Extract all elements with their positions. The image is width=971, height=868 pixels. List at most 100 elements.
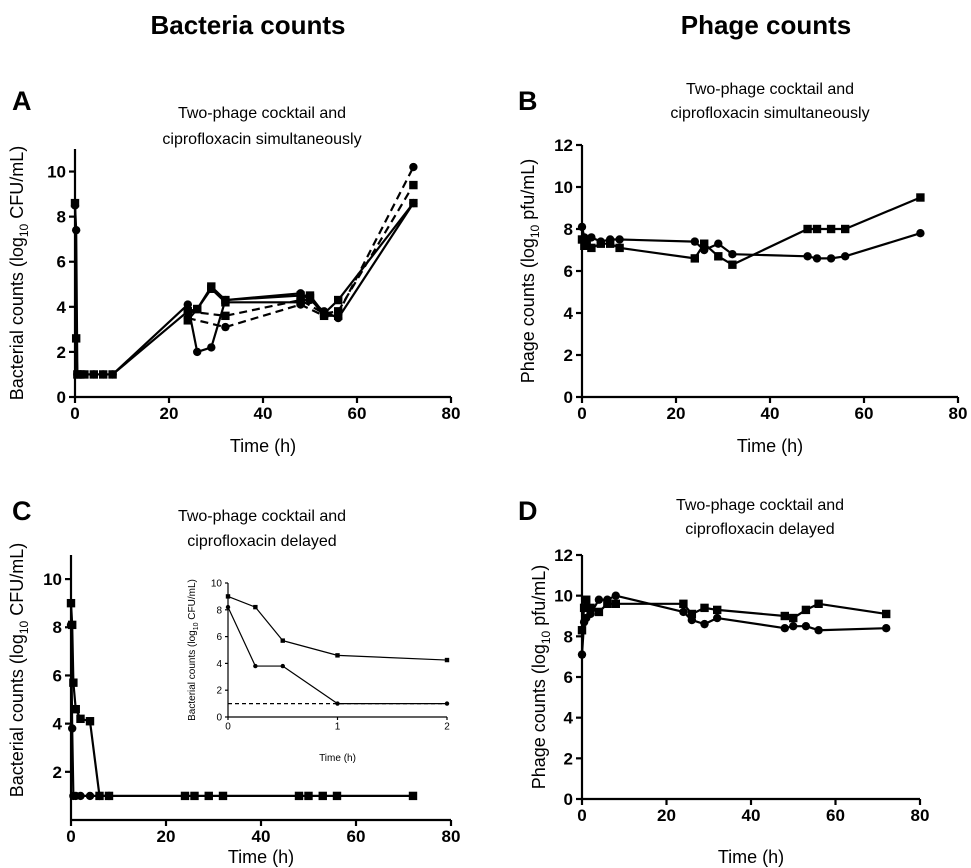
panel-b-series-2-point	[615, 243, 624, 253]
panel-d-series-2-point	[882, 609, 891, 619]
panel-a-y-tick-label: 0	[57, 388, 66, 407]
panel-a-x-tick-label: 20	[160, 404, 179, 423]
panel-b: B Two-phage cocktail and ciprofloxacin sim…	[518, 81, 967, 456]
panel-a-series-3	[183, 284, 343, 325]
panel-d-series-2-point	[594, 607, 604, 617]
panel-a-series-2-line	[73, 202, 415, 376]
panel-d-title-line-2: ciprofloxacin delayed	[685, 521, 834, 538]
panel-c-inset-series-2-point	[280, 663, 285, 669]
panel-c-inset-series-2-point	[253, 663, 258, 669]
panel-c-series-1-point	[69, 678, 78, 687]
panel-c-series-1-point	[408, 791, 418, 801]
panel-a-x-tick-label: 0	[70, 404, 79, 423]
panel-d-series-2-line	[580, 598, 887, 631]
panel-b-x-tick-label: 0	[577, 404, 586, 423]
panel-a-series-2-point	[80, 370, 89, 379]
panel-a-series-5-point	[319, 311, 329, 321]
panel-a-y-axis-label: Bacterial counts (log10 CFU/mL)	[7, 146, 31, 400]
panel-d-title-line-1: Two-phage cocktail and	[676, 497, 844, 514]
heading-bacteria-counts: Bacteria counts	[150, 10, 345, 40]
panel-c-title-line-2: ciprofloxacin delayed	[187, 533, 336, 550]
panel-b-series-1-point	[577, 222, 587, 232]
panel-c-y-tick-label: 4	[53, 715, 63, 734]
panel-a-series-5-line	[187, 166, 415, 329]
panel-d-y-tick-label: 2	[564, 749, 573, 768]
panel-c-inset-series-1	[225, 594, 450, 663]
panel-c-series-2-point	[76, 791, 85, 801]
panel-a-series-2-point	[183, 300, 192, 309]
panel-b-title-line-1: Two-phage cocktail and	[686, 81, 854, 98]
panel-c-series-2-point	[95, 791, 104, 801]
panel-c-series-2-point	[67, 724, 77, 733]
panel-b-series-2-point	[690, 254, 699, 263]
panel-d-series-2-point	[687, 609, 697, 619]
panel-a-series-2-point	[89, 370, 99, 379]
panel-c-letter: C	[12, 496, 32, 526]
panel-c-inset-y-tick-label: 6	[216, 632, 222, 643]
panel-b-series-1-point	[841, 252, 850, 261]
panel-c-inset-x-tick-label: 1	[335, 722, 341, 733]
panel-d-series-2-point	[700, 603, 709, 613]
panel-d-y-tick-label: 6	[564, 668, 573, 687]
panel-d-series-2-point	[586, 603, 595, 613]
panel-b-letter: B	[518, 86, 538, 116]
panel-b-series-2-point	[606, 239, 615, 248]
panel-d: D Two-phage cocktail and ciprofloxacin del…	[518, 496, 929, 867]
panel-c-inset-series-2	[225, 604, 450, 706]
panel-b-series-1-point	[916, 229, 925, 238]
panel-c-series-1-point	[204, 791, 213, 801]
panel-c-x-tick-label: 40	[252, 827, 271, 846]
panel-a-series-5	[183, 162, 418, 332]
panel-b-series-1-point	[714, 239, 723, 248]
panel-d-x-tick-label: 60	[826, 806, 845, 825]
panel-a-series-5-point	[334, 309, 343, 318]
panel-a-y-tick-label: 2	[57, 343, 66, 362]
panel-c-series-2-point	[104, 791, 114, 801]
panel-d-series-2-point	[789, 613, 798, 623]
panel-a-y-tick-label: 6	[57, 253, 66, 272]
panel-a-series-4-point	[221, 311, 230, 321]
panel-b-series-1-point	[690, 237, 699, 246]
panel-d-y-axis-label: Phage counts (log10 pfu/mL)	[529, 565, 553, 790]
panel-d-series-2-point	[801, 605, 811, 615]
panel-a-series-3-line	[186, 287, 339, 322]
panel-a-letter: A	[12, 86, 32, 116]
panel-c-series-2	[66, 620, 114, 801]
panel-b-series-2-point	[714, 252, 723, 261]
panel-c-series-1-point	[66, 598, 76, 608]
panel-a-series-5-point	[409, 162, 418, 172]
panel-c-series-1-point	[85, 717, 95, 726]
panel-b-series-2-point	[587, 243, 596, 253]
panel-c-inset-series-1-point	[253, 604, 258, 610]
panel-d-series-2-point	[611, 599, 620, 608]
panel-d-y-tick-label: 10	[554, 587, 573, 606]
panel-b-y-tick-label: 12	[554, 136, 573, 155]
panel-a-series-5-point	[183, 313, 192, 323]
panel-c-series-2-point	[66, 620, 76, 630]
panel-d-series-1-point	[801, 621, 811, 631]
panel-b-y-tick-label: 6	[564, 262, 573, 281]
panel-a-series-2-point	[108, 370, 117, 379]
panel-c-series-1-point	[304, 791, 313, 801]
panel-a-series-4-point	[183, 307, 192, 316]
panel-c-series-2-point	[85, 791, 95, 801]
panel-a-y-tick-label: 8	[57, 208, 66, 227]
panel-b-y-tick-label: 0	[564, 388, 573, 407]
panel-a-x-axis-label: Time (h)	[230, 436, 296, 456]
panel-d-series-1-point	[679, 607, 688, 617]
panel-b-series-2-point	[812, 224, 822, 234]
panel-a-series-4-point	[409, 180, 418, 190]
panel-b-series-2-point	[916, 193, 925, 202]
panel-d-series-1-point	[611, 591, 620, 600]
panel-c-series-1-point	[180, 791, 190, 801]
panel-d-series-1-point	[789, 621, 798, 631]
panel-b-series-1-line	[580, 226, 921, 260]
panel-c-x-tick-label: 60	[347, 827, 366, 846]
panel-b-series-1-point	[615, 235, 624, 244]
panel-c-inset: 0 1 2 0 2 4 6 8 10 Time (h) Bacterial counts (log1…	[187, 579, 450, 765]
panel-d-y-tick-label: 8	[564, 627, 573, 646]
panel-c-y-tick-label: 6	[53, 666, 62, 685]
panel-c-inset-y-tick-label: 2	[216, 686, 222, 697]
panel-b-series-2-point	[728, 260, 737, 269]
